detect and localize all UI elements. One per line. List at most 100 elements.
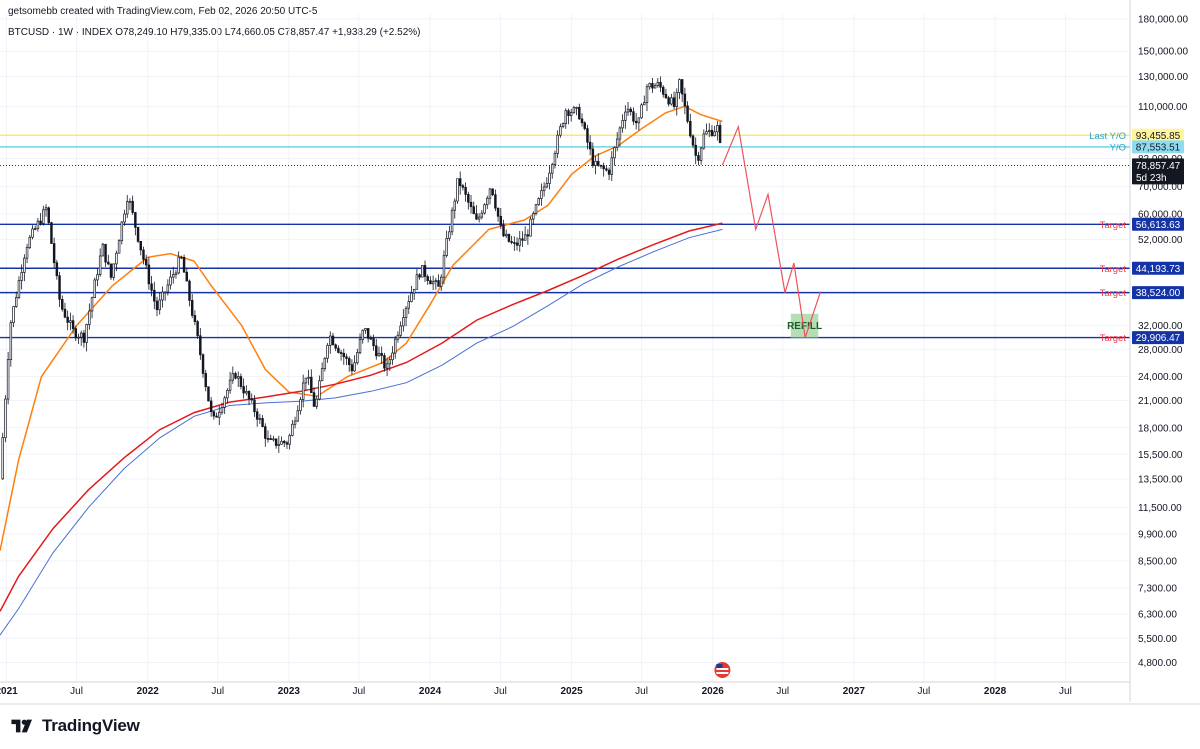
candle-body — [626, 108, 630, 113]
price-badge — [1132, 286, 1184, 300]
symbol-ohlc-legend[interactable]: BTCUSD · 1W · INDEX O78,249.10 H79,335.0… — [8, 27, 421, 38]
candle-body — [553, 153, 557, 165]
candle-body — [88, 310, 91, 325]
axes — [0, 0, 1200, 705]
candle-body — [494, 194, 497, 209]
price-badge-value: 44,193.73 — [1136, 264, 1181, 275]
price-tick-label: 8,500.00 — [1138, 556, 1177, 567]
candle-body — [50, 222, 53, 244]
candle-body — [594, 160, 597, 166]
candle-body — [645, 86, 649, 103]
candle-body — [702, 133, 706, 149]
candle-body — [77, 336, 80, 339]
candle-body — [98, 255, 102, 275]
candle-body — [264, 426, 267, 439]
candle-body — [624, 111, 627, 121]
candle-body — [185, 271, 189, 282]
candle-body — [96, 274, 99, 281]
candle-body — [331, 335, 335, 346]
candle-body — [559, 126, 562, 136]
candle-body — [190, 300, 194, 316]
candle-body — [545, 183, 549, 188]
candle-body — [126, 201, 129, 215]
horizontal-levels — [0, 134, 1130, 339]
candle-body — [42, 209, 45, 224]
candle-body — [280, 440, 283, 445]
candle-body — [161, 291, 164, 301]
price-tick-label: 13,500.00 — [1138, 474, 1183, 485]
moving-average-line — [0, 228, 723, 636]
candle-body — [364, 328, 367, 331]
candle-body — [234, 373, 237, 379]
candle-body — [201, 354, 205, 374]
candle-body — [716, 125, 719, 133]
time-tick-label: 2027 — [843, 686, 866, 697]
candle-body — [350, 364, 354, 372]
time-tick-label: Jul — [917, 686, 930, 697]
candle-body — [477, 216, 481, 220]
candle-body — [705, 131, 708, 135]
candle-body — [691, 135, 695, 146]
candle-body — [472, 206, 475, 215]
candle-body — [448, 231, 451, 239]
price-tick-label: 7,300.00 — [1138, 584, 1177, 595]
candle-body — [445, 238, 448, 256]
candle-body — [694, 144, 697, 156]
candle-body — [578, 106, 581, 120]
candle-body — [44, 207, 48, 211]
candle-body — [523, 234, 527, 241]
candle-body — [372, 338, 375, 347]
candle-body — [247, 391, 251, 400]
chart-credit: getsomebb created with TradingView.com, … — [8, 6, 318, 17]
candle-body — [393, 338, 397, 354]
price-tick-label: 28,000.00 — [1138, 345, 1183, 356]
candle-body — [486, 197, 489, 206]
candle-body — [307, 376, 310, 379]
candle-body — [285, 442, 289, 445]
candle-body — [602, 165, 605, 170]
candle-body — [220, 406, 224, 413]
level-label: Target — [1100, 333, 1127, 344]
candle-body — [69, 320, 72, 323]
candle-body — [120, 221, 124, 242]
candle-body — [618, 127, 622, 140]
candle-body — [588, 141, 592, 150]
candle-body — [529, 218, 532, 237]
flag-stripe — [716, 672, 729, 674]
candle-body — [675, 92, 678, 107]
candle-body — [329, 335, 332, 346]
price-badge — [1132, 261, 1184, 275]
time-tick-label: Jul — [70, 686, 83, 697]
candle-body — [689, 120, 692, 137]
time-tick-label: Jul — [635, 686, 648, 697]
price-badge-value: 29,906.47 — [1136, 333, 1181, 344]
candle-body — [15, 297, 18, 307]
candle-body — [28, 236, 32, 248]
candle-body — [272, 438, 275, 441]
candle-body — [166, 284, 170, 293]
current-price-badge — [1132, 158, 1184, 185]
level-label: Last Y/O — [1089, 131, 1126, 142]
candle-body — [128, 200, 132, 203]
candle-body — [532, 213, 535, 220]
candle-body — [461, 185, 465, 188]
candle-body — [253, 399, 256, 413]
price-tick-label: 11,500.00 — [1138, 503, 1182, 514]
candle-body — [228, 379, 232, 391]
candle-body — [521, 238, 524, 241]
candle-body — [312, 392, 316, 407]
candle-body — [169, 276, 172, 286]
candle-body — [708, 130, 711, 132]
candle-body — [564, 110, 568, 124]
candle-body — [101, 243, 105, 257]
time-tick-label: 2022 — [137, 686, 160, 697]
candle-body — [323, 357, 327, 369]
candle-body — [226, 389, 229, 399]
candle-body — [713, 131, 716, 136]
candle-body — [266, 438, 270, 440]
candle-body — [586, 128, 589, 143]
candle-body — [366, 328, 370, 339]
tradingview-brand[interactable]: TradingView — [10, 716, 140, 736]
candle-body — [580, 118, 584, 124]
